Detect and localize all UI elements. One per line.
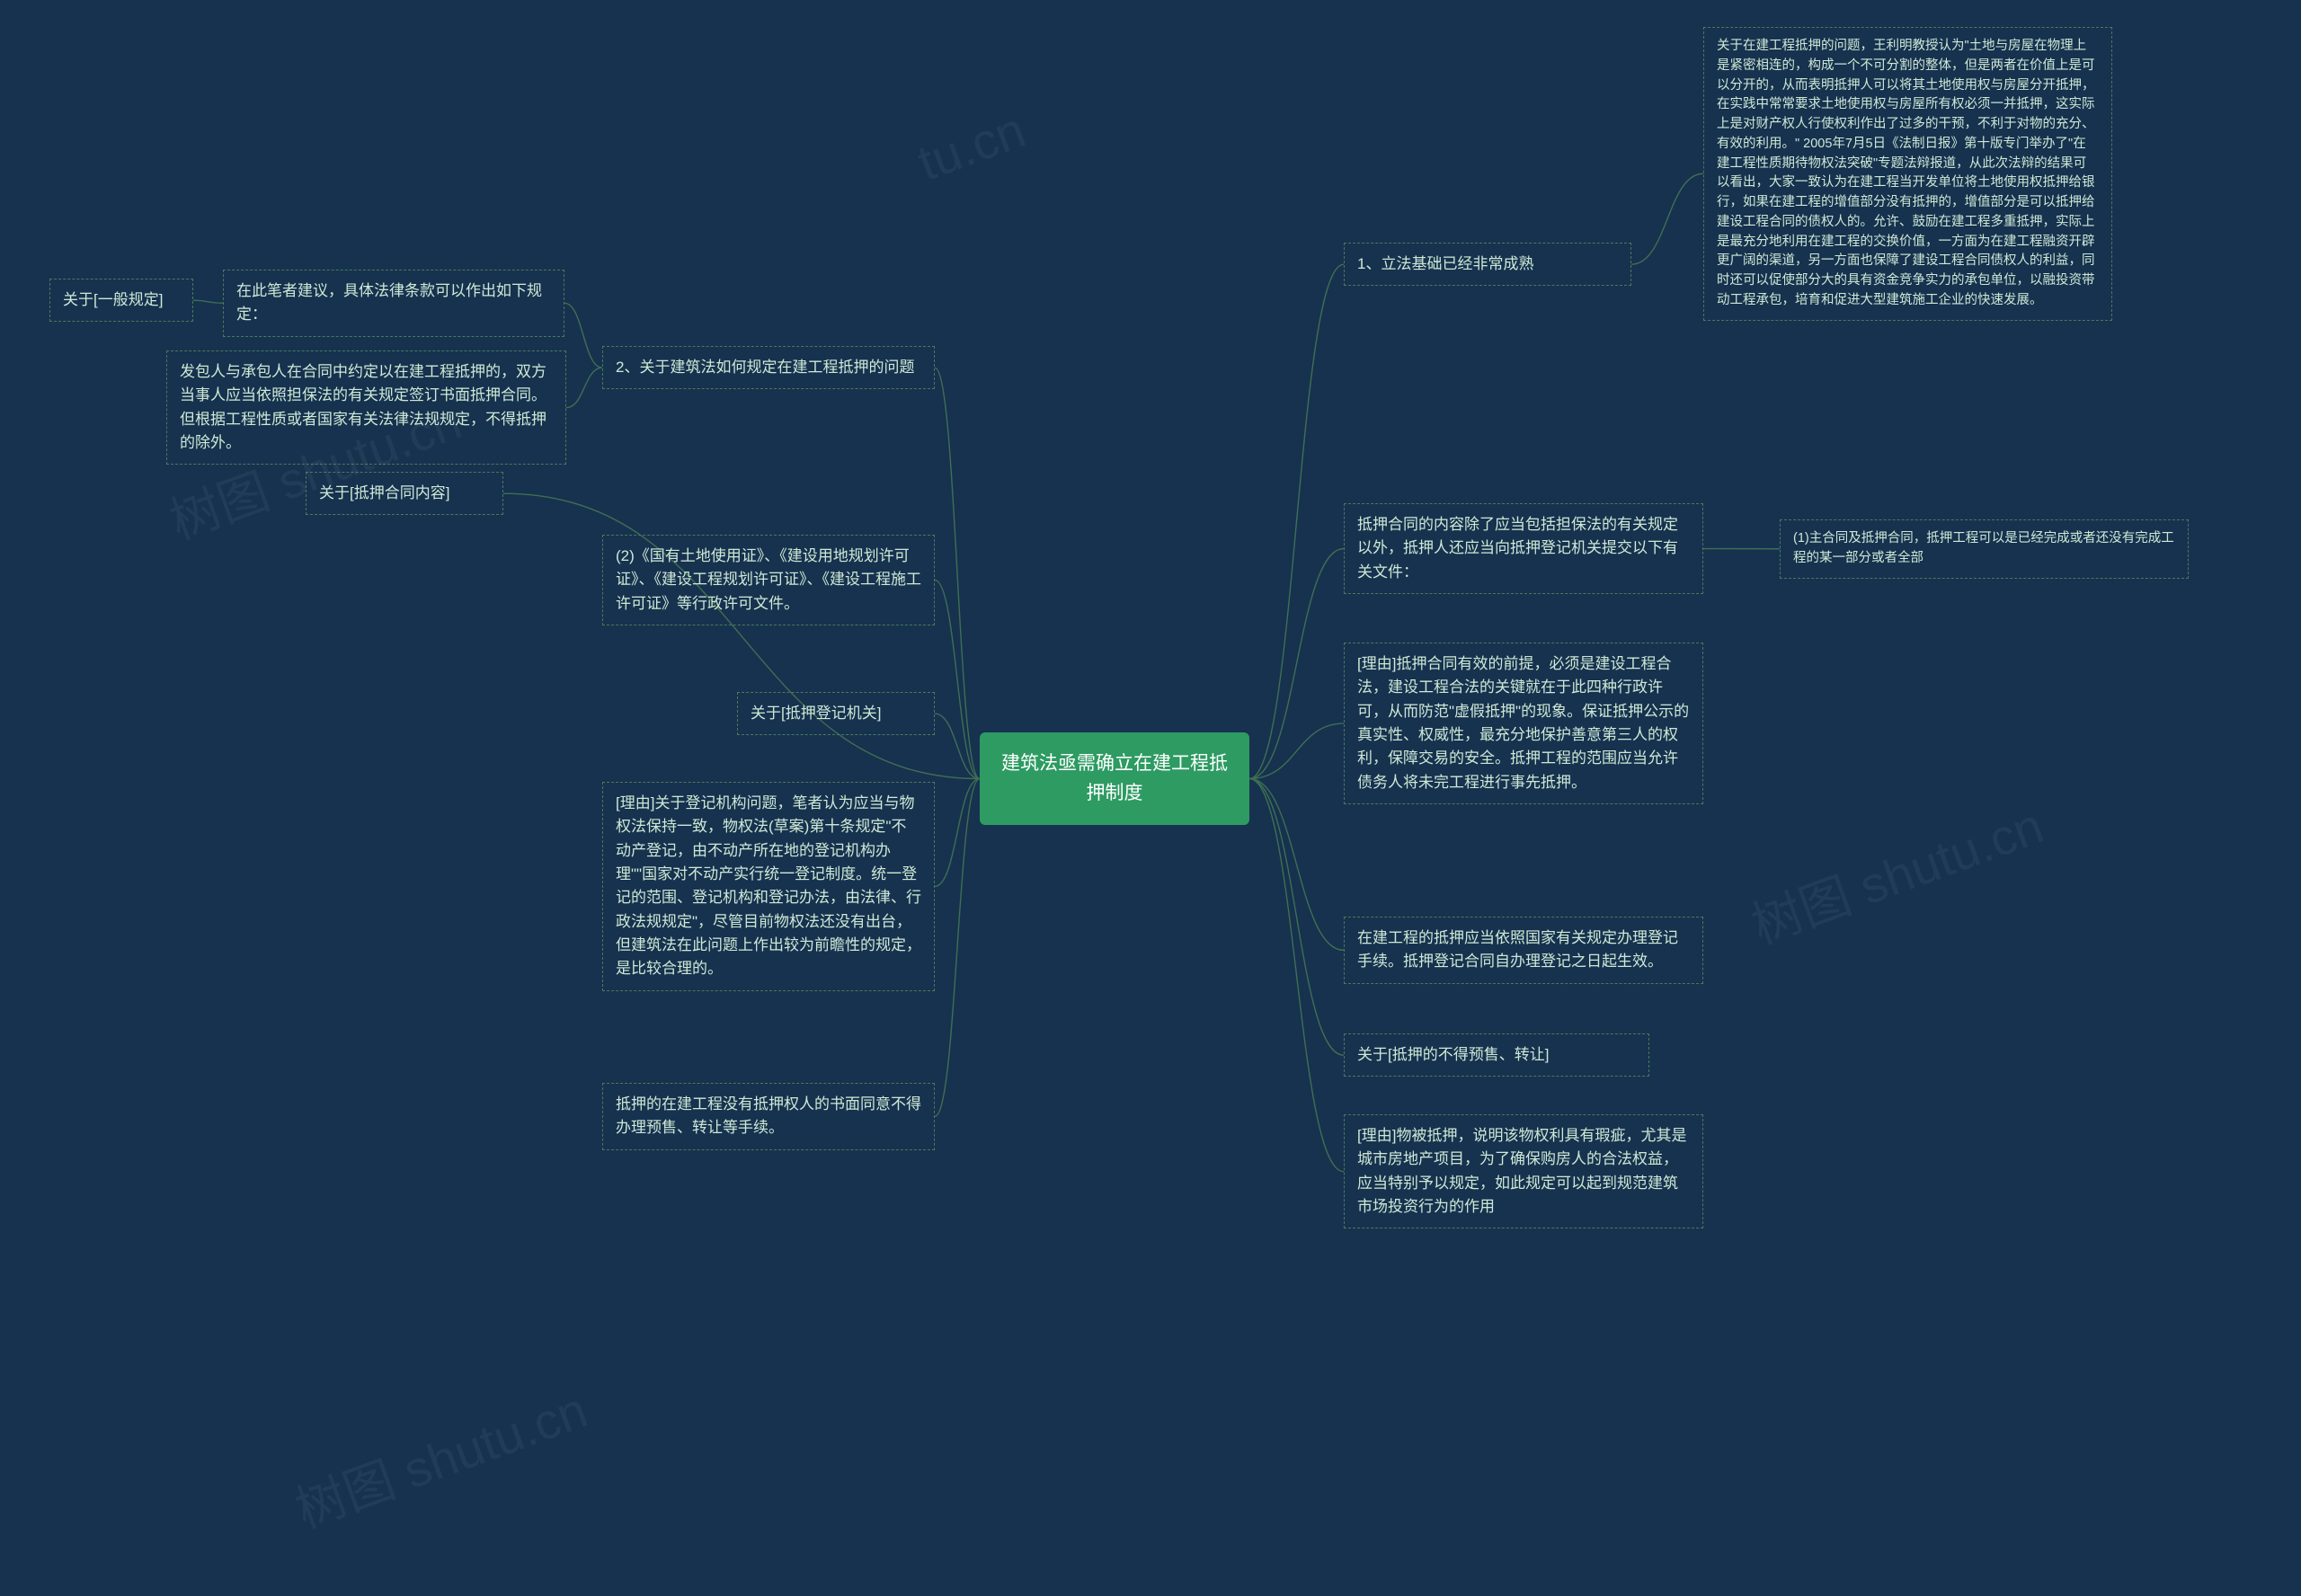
mindmap-node-r2a: (1)主合同及抵押合同，抵押工程可以是已经完成或者还没有完成工程的某一部分或者全… [1780,519,2189,579]
mindmap-node-l2: 关于[抵押合同内容] [306,472,503,515]
mindmap-node-l4: 关于[抵押登记机关] [737,692,935,735]
mindmap-node-r6: [理由]物被抵押，说明该物权利具有瑕疵，尤其是城市房地产项目，为了确保购房人的合… [1344,1114,1703,1228]
mindmap-node-r3: [理由]抵押合同有效的前提，必须是建设工程合法，建设工程合法的关键就在于此四种行… [1344,643,1703,804]
connection [935,368,980,778]
mindmap-node-r5: 关于[抵押的不得预售、转让] [1344,1033,1649,1077]
mindmap-node-l6: 抵押的在建工程没有抵押权人的书面同意不得办理预售、转让等手续。 [602,1083,935,1150]
watermark: 树图 shutu.cn [284,1370,596,1542]
watermark: tu.cn [911,100,1033,192]
connection [1631,173,1703,264]
mindmap-node-r4: 在建工程的抵押应当依照国家有关规定办理登记手续。抵押登记合同自办理登记之日起生效… [1344,917,1703,984]
connection [1249,779,1344,1056]
connection [1249,549,1344,779]
connection [1249,264,1344,778]
connection [935,581,980,779]
mindmap-node-root: 建筑法亟需确立在建工程抵押制度 [980,732,1249,825]
mindmap-node-l1b: 发包人与承包人在合同中约定以在建工程抵押的，双方当事人应当依照担保法的有关规定签… [166,350,566,465]
connection [193,300,223,303]
connection [564,303,602,368]
connection [935,779,980,887]
connection [1249,723,1344,779]
watermark: 树图 shutu.cn [1740,785,2052,958]
connection [935,714,980,778]
mindmap-node-l1a1: 关于[一般规定] [49,279,193,322]
connection [566,368,602,408]
mindmap-node-l5: [理由]关于登记机构问题，笔者认为应当与物权法保持一致，物权法(草案)第十条规定… [602,782,935,991]
connection [1249,779,1344,951]
mindmap-node-l3: (2)《国有土地使用证》、《建设用地规划许可证》、《建设工程规划许可证》、《建设… [602,535,935,625]
connection [935,779,980,1117]
mindmap-node-r1: 1、立法基础已经非常成熟 [1344,243,1631,286]
connection [1249,779,1344,1172]
mindmap-node-r1a: 关于在建工程抵押的问题，王利明教授认为"土地与房屋在物理上是紧密相连的，构成一个… [1703,27,2112,321]
mindmap-node-r2: 抵押合同的内容除了应当包括担保法的有关规定以外，抵押人还应当向抵押登记机关提交以… [1344,503,1703,594]
mindmap-node-l1a: 在此笔者建议，具体法律条款可以作出如下规定： [223,270,564,337]
mindmap-node-l1: 2、关于建筑法如何规定在建工程抵押的问题 [602,346,935,389]
